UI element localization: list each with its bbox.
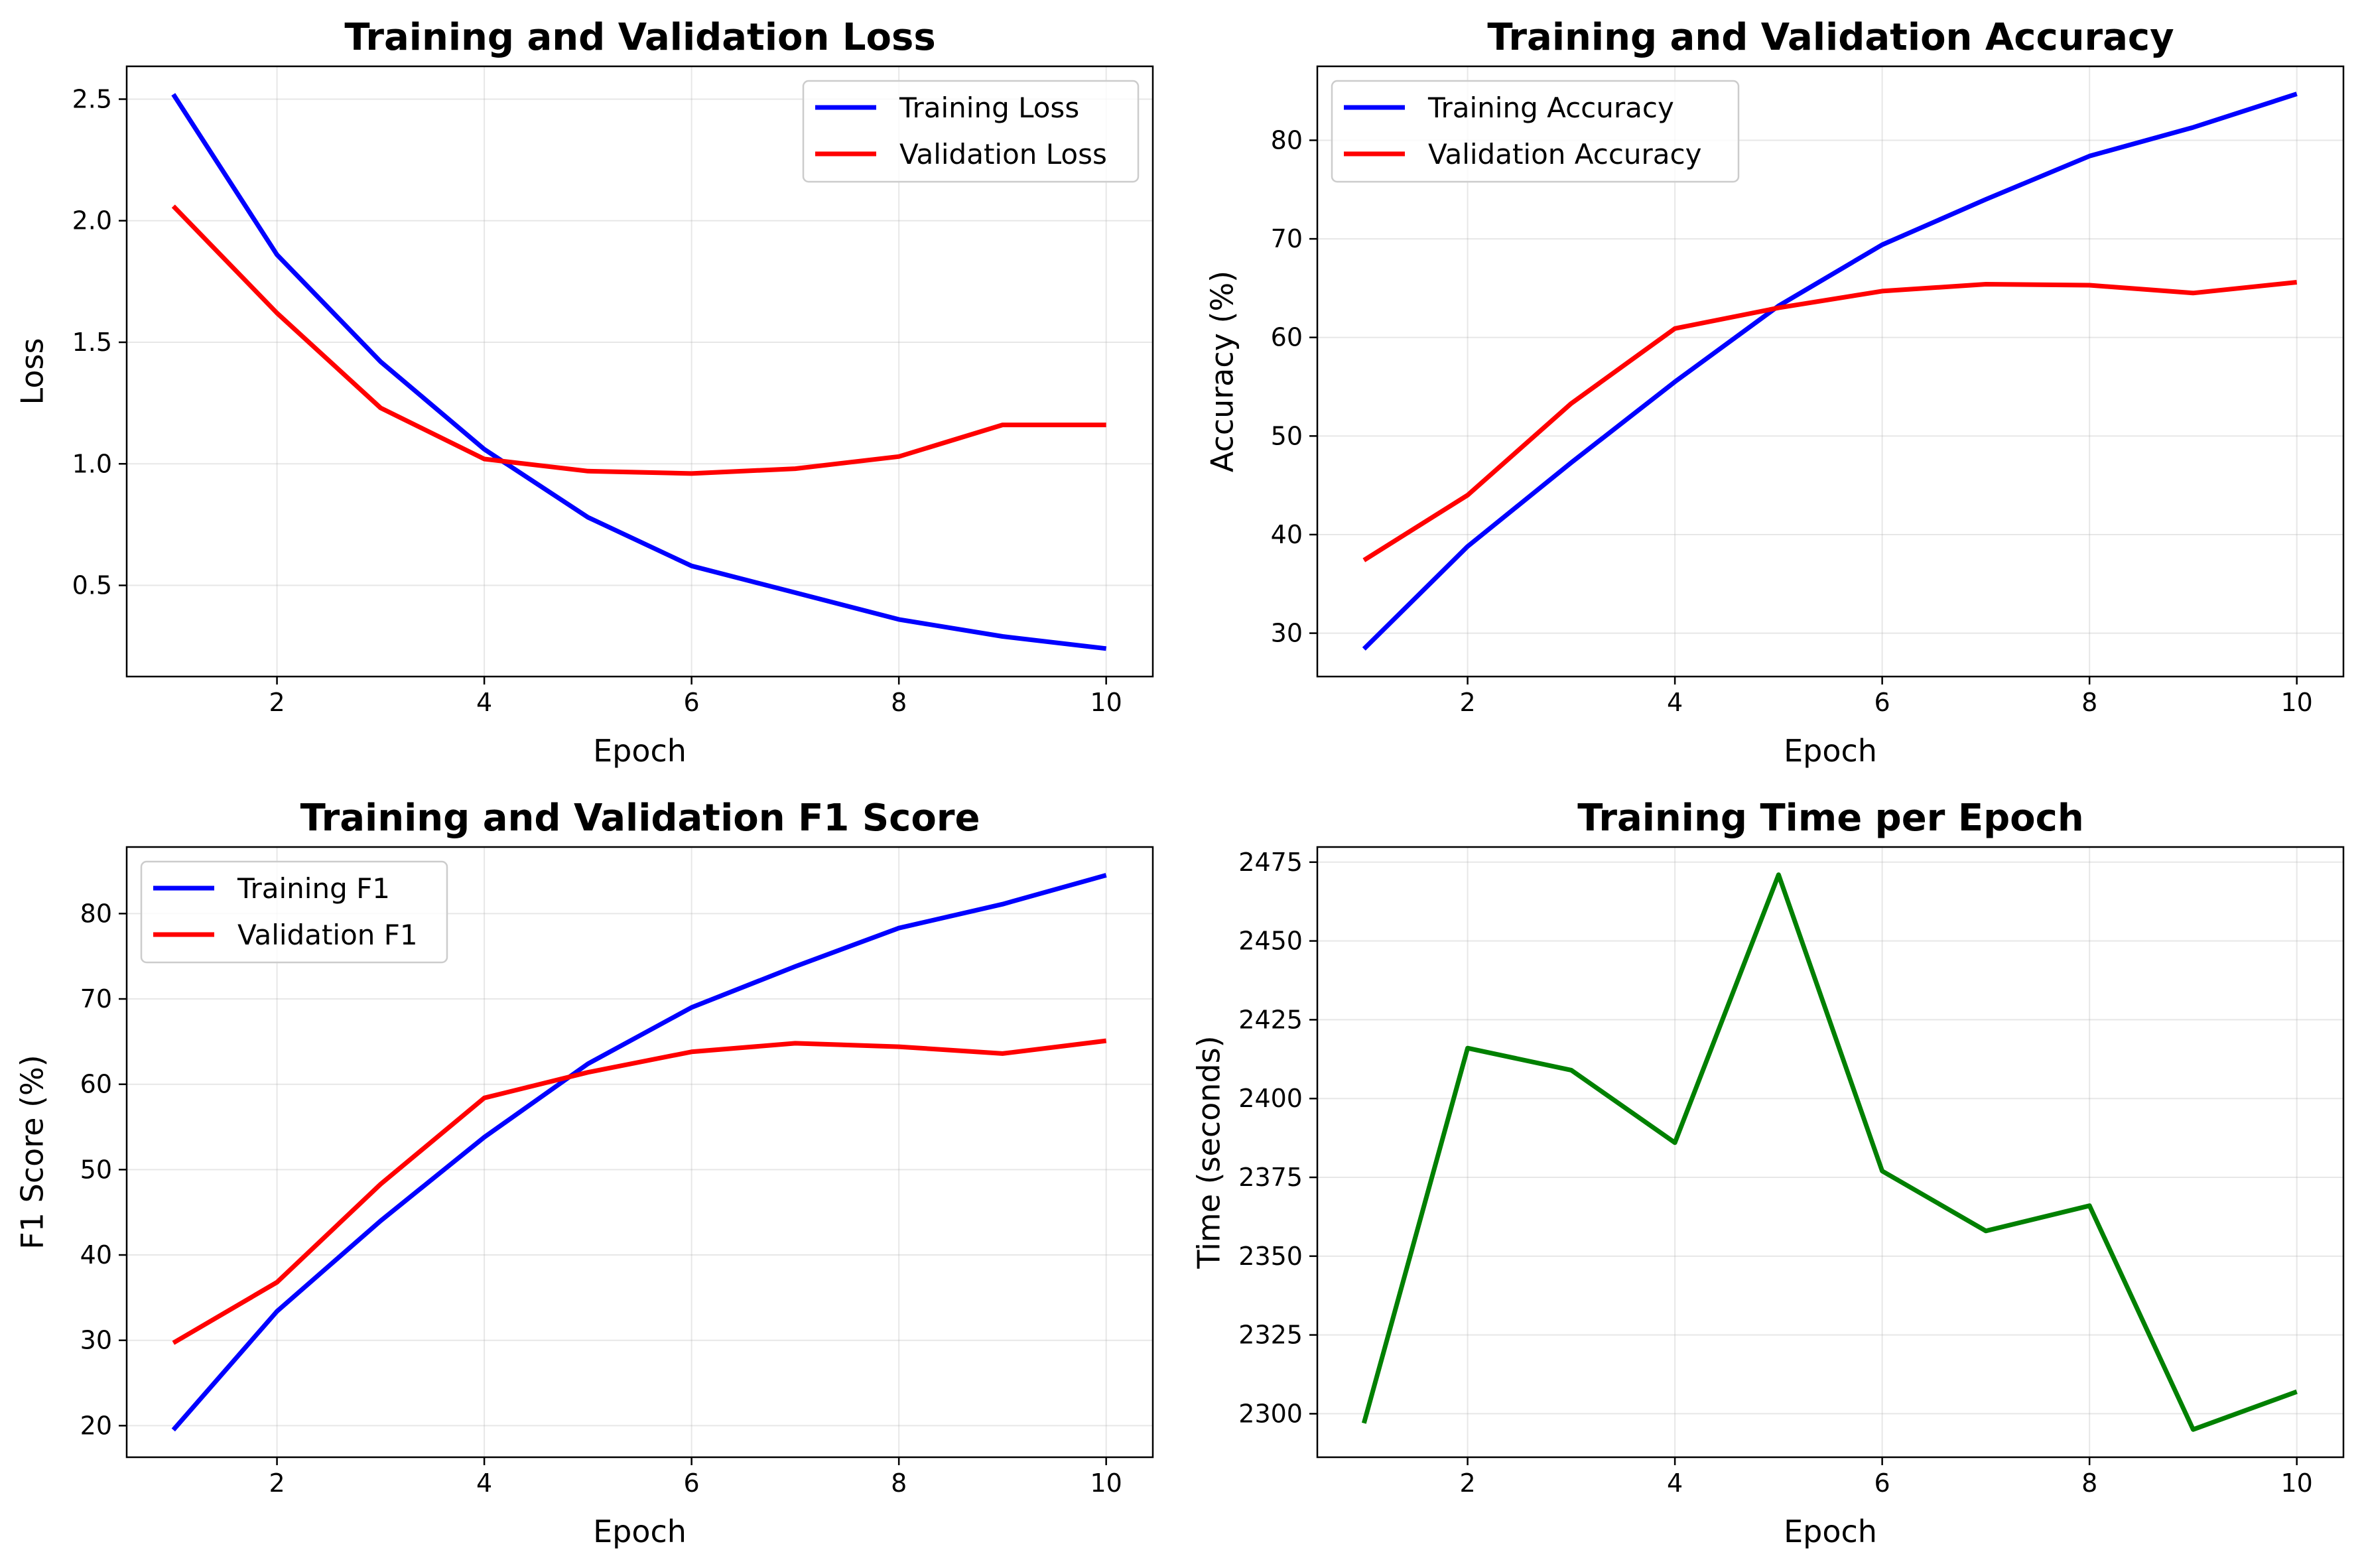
chart-panel-3: 2 4 6 8 10 20 30 40 50 60 70 80 Training and Validat… bbox=[15, 797, 1154, 1549]
y-tick-label: 2300 bbox=[1238, 1399, 1303, 1428]
chart-title: Training and Validation Accuracy bbox=[1487, 16, 2174, 59]
legend-label: Training F1 bbox=[237, 872, 390, 905]
x-tick-label: 10 bbox=[2281, 688, 2313, 717]
chart-panel-2: 2 4 6 8 10 30 40 50 60 70 80 Training and Validatio… bbox=[1205, 16, 2345, 769]
series-line-time bbox=[1361, 872, 2298, 1432]
x-tick-label: 4 bbox=[476, 688, 492, 717]
legend-box bbox=[1331, 80, 1740, 183]
axes-frame bbox=[1316, 846, 2345, 1459]
series-line-training-accuracy bbox=[1362, 92, 2298, 651]
x-axis-label: Epoch bbox=[593, 733, 687, 769]
y-tick-label: 1.0 bbox=[72, 449, 112, 478]
series-line-training-loss bbox=[171, 93, 1107, 651]
axes-frame bbox=[1316, 65, 2345, 678]
y-tick-label: 2.5 bbox=[72, 84, 112, 113]
x-tick-label: 2 bbox=[269, 688, 285, 717]
y-tick-label: 80 bbox=[1271, 125, 1303, 155]
x-tick-label: 6 bbox=[1874, 688, 1890, 717]
y-tick-label: 2350 bbox=[1238, 1242, 1303, 1271]
y-tick-label: 50 bbox=[1271, 421, 1303, 450]
x-tick-label: 8 bbox=[2081, 1469, 2097, 1498]
x-tick-label: 6 bbox=[684, 1469, 700, 1498]
x-tick-label: 4 bbox=[1667, 688, 1683, 717]
x-tick-label: 2 bbox=[1459, 688, 1475, 717]
x-axis-label: Epoch bbox=[1784, 733, 1877, 769]
y-tick-label: 60 bbox=[1271, 323, 1303, 352]
y-axis-label: Loss bbox=[15, 338, 50, 405]
y-tick-label: 2450 bbox=[1238, 927, 1303, 956]
y-tick-label: 2.0 bbox=[72, 206, 112, 235]
legend-label: Validation Accuracy bbox=[1428, 138, 1702, 170]
chart-title: Training Time per Epoch bbox=[1577, 797, 2083, 840]
x-tick-label: 10 bbox=[1090, 1469, 1122, 1498]
legend-label: Training Loss bbox=[899, 92, 1079, 124]
x-tick-label: 10 bbox=[2281, 1469, 2313, 1498]
legend-label: Training Accuracy bbox=[1427, 92, 1674, 124]
y-tick-label: 0.5 bbox=[72, 571, 112, 600]
x-tick-label: 4 bbox=[1667, 1469, 1683, 1498]
legend: Training Accuracy Validation Accuracy bbox=[1331, 80, 1740, 183]
x-axis-label: Epoch bbox=[593, 1514, 687, 1549]
y-axis-label: Accuracy (%) bbox=[1205, 271, 1240, 472]
series-line-validation-loss bbox=[171, 204, 1106, 476]
x-axis-label: Epoch bbox=[1784, 1514, 1877, 1549]
y-tick-label: 2425 bbox=[1238, 1005, 1303, 1034]
axes-frame bbox=[125, 65, 1154, 678]
y-tick-label: 70 bbox=[80, 984, 112, 1013]
y-tick-label: 60 bbox=[80, 1070, 112, 1099]
legend: Training Loss Validation Loss bbox=[802, 80, 1140, 183]
y-tick-label: 30 bbox=[80, 1326, 112, 1355]
series-line-validation-accuracy bbox=[1362, 280, 2298, 562]
x-tick-label: 10 bbox=[1090, 688, 1122, 717]
x-tick-label: 8 bbox=[891, 1469, 907, 1498]
chart-panel-1: 2 4 6 8 10 0.5 1.0 1.5 2.0 2.5 Training and Valida… bbox=[15, 16, 1154, 769]
x-tick-label: 6 bbox=[684, 688, 700, 717]
x-tick-label: 2 bbox=[1459, 1469, 1475, 1498]
y-tick-label: 50 bbox=[80, 1155, 112, 1184]
x-tick-label: 6 bbox=[1874, 1469, 1890, 1498]
series-line-validation-f1 bbox=[172, 1038, 1107, 1345]
legend: Training F1 Validation F1 bbox=[140, 860, 448, 964]
chart-title: Training and Validation Loss bbox=[344, 16, 935, 59]
y-tick-label: 2325 bbox=[1238, 1321, 1303, 1350]
x-tick-label: 8 bbox=[2081, 688, 2097, 717]
y-axis-label: Time (seconds) bbox=[1191, 1035, 1227, 1269]
legend-label: Validation Loss bbox=[899, 138, 1107, 170]
legend-label: Validation F1 bbox=[237, 919, 418, 951]
legend-box bbox=[802, 80, 1140, 183]
y-tick-label: 40 bbox=[1271, 520, 1303, 549]
legend-box bbox=[140, 860, 448, 964]
x-tick-label: 4 bbox=[476, 1469, 492, 1498]
y-tick-label: 2375 bbox=[1238, 1163, 1303, 1192]
y-tick-label: 2475 bbox=[1238, 848, 1303, 877]
axes-frame bbox=[125, 846, 1154, 1459]
y-tick-label: 2400 bbox=[1238, 1084, 1303, 1113]
y-tick-label: 1.5 bbox=[72, 328, 112, 357]
x-tick-label: 2 bbox=[269, 1469, 285, 1498]
series-line-training-f1 bbox=[171, 873, 1107, 1432]
y-tick-label: 20 bbox=[80, 1411, 112, 1440]
y-tick-label: 70 bbox=[1271, 224, 1303, 253]
x-tick-label: 8 bbox=[891, 688, 907, 717]
y-axis-label: F1 Score (%) bbox=[15, 1055, 50, 1249]
chart-title: Training and Validation F1 Score bbox=[300, 797, 980, 840]
y-tick-label: 30 bbox=[1271, 619, 1303, 648]
y-tick-label: 80 bbox=[80, 899, 112, 928]
chart-panel-4: 2 4 6 8 10 2300 2325 2350 2375 2400 2425 2450 2475 Tr… bbox=[1191, 797, 2345, 1549]
y-tick-label: 40 bbox=[80, 1240, 112, 1270]
